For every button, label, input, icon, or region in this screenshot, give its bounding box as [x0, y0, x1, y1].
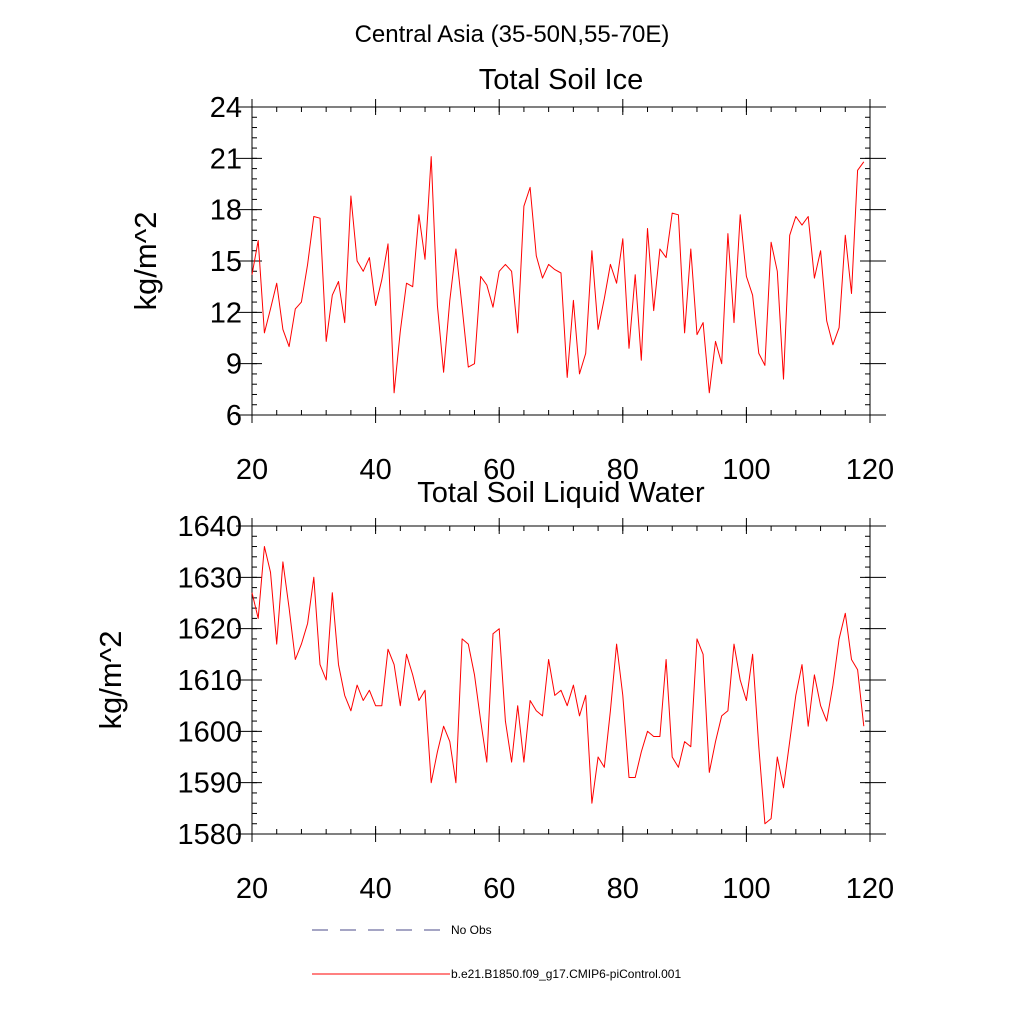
panel-total-soil-liquid-water: Total Soil Liquid Water kg/m^2 20 40 60 80 1…	[93, 477, 894, 905]
panel-total-soil-ice: Total Soil Ice kg/m^2 20 40 60 80 100 120 6 9 12…	[128, 64, 894, 486]
y-tick-label: 21	[210, 143, 242, 175]
series-line	[251, 546, 865, 825]
x-tick-label: 80	[607, 454, 639, 486]
plot-frame	[251, 525, 871, 835]
y-tick-label: 12	[210, 297, 242, 329]
x-tick-label: 120	[846, 454, 894, 486]
legend-label-model-run: b.e21.B1850.f09_g17.CMIP6-piControl.001	[451, 967, 681, 981]
x-tick-label: 40	[359, 454, 391, 486]
legend: No Obs b.e21.B1850.f09_g17.CMIP6-piContr…	[312, 923, 681, 981]
series-line	[251, 156, 865, 394]
x-tick-label: 100	[722, 873, 770, 905]
panel-title: Total Soil Ice	[479, 64, 643, 96]
x-tick-label: 60	[483, 873, 515, 905]
x-tick-label: 20	[236, 454, 268, 486]
y-tick-label: 1580	[177, 819, 242, 851]
plot-frame	[251, 106, 871, 416]
panel-title: Total Soil Liquid Water	[417, 477, 705, 509]
y-axis-label: kg/m^2	[93, 631, 128, 730]
y-tick-label: 24	[210, 92, 242, 124]
y-tick-label: 18	[210, 195, 242, 227]
y-tick-label: 9	[226, 349, 242, 381]
x-tick-label: 20	[236, 873, 268, 905]
x-tick-label: 80	[607, 873, 639, 905]
x-tick-label: 120	[846, 873, 894, 905]
y-tick-label: 6	[226, 400, 242, 432]
y-tick-label: 1600	[177, 716, 242, 748]
x-tick-label: 40	[359, 873, 391, 905]
y-tick-label: 1610	[177, 665, 242, 697]
y-tick-label: 15	[210, 246, 242, 278]
y-axis-label: kg/m^2	[128, 212, 163, 311]
y-tick-label: 1640	[177, 511, 242, 543]
y-tick-label: 1590	[177, 768, 242, 800]
y-tick-label: 1630	[177, 562, 242, 594]
legend-label-no-obs: No Obs	[451, 923, 492, 937]
x-tick-label: 60	[483, 454, 515, 486]
y-tick-label: 1620	[177, 614, 242, 646]
figure-title: Central Asia (35-50N,55-70E)	[355, 21, 670, 48]
x-tick-label: 100	[722, 454, 770, 486]
